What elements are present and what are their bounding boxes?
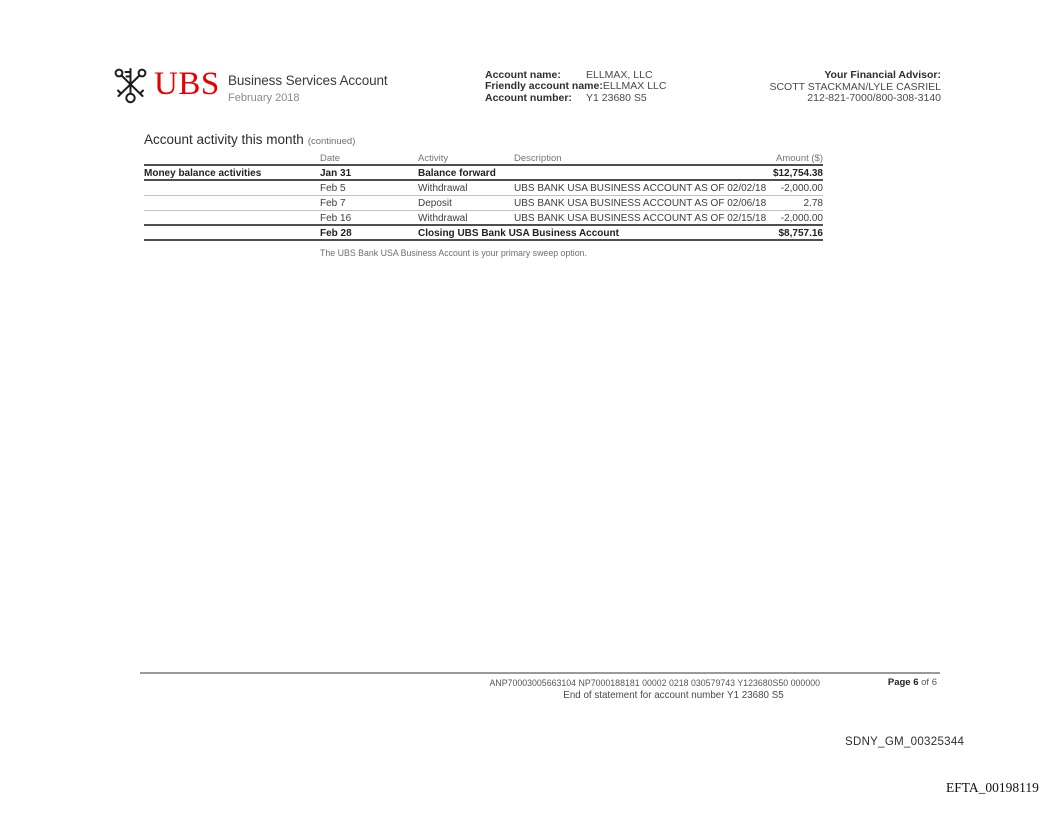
table-row: Feb 16 Withdrawal UBS BANK USA BUSINESS …	[144, 211, 823, 226]
row-description: UBS BANK USA BUSINESS ACCOUNT AS OF 02/0…	[514, 183, 767, 194]
advisor-name: SCOTT STACKMAN/LYLE CASRIEL	[769, 80, 941, 93]
row-amount: $8,757.16	[778, 228, 824, 239]
row-date: Feb 7	[320, 198, 346, 209]
table-row: Feb 7 Deposit UBS BANK USA BUSINESS ACCO…	[144, 196, 823, 211]
statement-code-line: ANP70003005663104 NP7000188181 00002 021…	[489, 678, 820, 688]
end-of-statement-line: End of statement for account number Y1 2…	[563, 690, 784, 701]
row-date: Feb 5	[320, 183, 346, 194]
table-header-row: Date Activity Description Amount ($)	[144, 151, 823, 166]
col-header-activity: Activity	[418, 153, 449, 164]
product-block: Business Services Account February 2018	[228, 73, 388, 104]
sweep-footnote: The UBS Bank USA Business Account is you…	[320, 248, 587, 258]
row-activity: Withdrawal	[418, 213, 468, 224]
row-amount: -2,000.00	[780, 183, 823, 194]
section-continued-text: (continued)	[307, 136, 356, 147]
product-title: Business Services Account	[228, 73, 388, 88]
col-header-date: Date	[320, 153, 341, 164]
bates-stamp-efta: EFTA_00198119	[946, 780, 1039, 795]
table-row: Feb 28 Closing UBS Bank USA Business Acc…	[144, 226, 823, 241]
section-title-text: Account activity this month	[144, 132, 304, 147]
advisor-label: Your Financial Advisor:	[824, 69, 941, 81]
account-number-row: Account number: Y1 23680 S5	[485, 91, 666, 104]
account-number-value: Y1 23680 S5	[586, 91, 647, 104]
row-description: UBS BANK USA BUSINESS ACCOUNT AS OF 02/1…	[514, 213, 767, 224]
advisor-phone: 212-821-7000/800-308-3140	[807, 92, 941, 105]
activity-table: Date Activity Description Amount ($) Mon…	[144, 151, 823, 258]
table-row: Feb 5 Withdrawal UBS BANK USA BUSINESS A…	[144, 181, 823, 196]
ubs-wordmark: UBS	[154, 65, 220, 102]
account-name-label: Account name:	[485, 69, 561, 81]
friendly-name-row: Friendly account name: ELLMAX LLC	[485, 80, 667, 93]
footer-divider	[140, 672, 940, 674]
advisor-block: Your Financial Advisor: SCOTT STACKMAN/L…	[769, 69, 941, 105]
row-amount: 2.78	[803, 198, 823, 209]
page-number: Page 6	[887, 677, 919, 688]
ubs-logo: UBS	[112, 62, 220, 106]
row-activity: Deposit	[418, 198, 452, 209]
page-indicator: Page 6 of 6	[888, 677, 937, 688]
section-title: Account activity this month (continued)	[144, 131, 355, 149]
table-row: Money balance activities Jan 31 Balance …	[144, 166, 823, 181]
account-name-row: Account name: ELLMAX, LLC	[485, 69, 666, 81]
bates-stamp-sdny: SDNY_GM_00325344	[845, 736, 965, 748]
col-header-amount: Amount ($)	[776, 153, 823, 164]
statement-period: February 2018	[228, 92, 300, 104]
friendly-name-label: Friendly account name:	[485, 80, 603, 93]
row-activity: Closing UBS Bank USA Business Account	[418, 228, 619, 239]
account-info: Account name: ELLMAX, LLC Friendly accou…	[485, 69, 667, 104]
col-header-description: Description	[514, 153, 562, 164]
page-total: of 6	[918, 677, 937, 688]
row-description: UBS BANK USA BUSINESS ACCOUNT AS OF 02/0…	[514, 198, 767, 209]
row-amount: $12,754.38	[772, 168, 823, 179]
row-date: Feb 28	[320, 228, 352, 239]
account-number-label: Account number:	[485, 91, 572, 104]
row-activity: Balance forward	[418, 168, 496, 179]
row-date: Feb 16	[320, 213, 352, 224]
group-label: Money balance activities	[144, 168, 262, 179]
row-date: Jan 31	[320, 168, 352, 179]
friendly-name-value: ELLMAX LLC	[602, 80, 667, 93]
ubs-keys-icon	[114, 68, 147, 104]
row-amount: -2,000.00	[780, 213, 823, 224]
row-activity: Withdrawal	[418, 183, 468, 194]
account-name-value: ELLMAX, LLC	[586, 69, 653, 81]
